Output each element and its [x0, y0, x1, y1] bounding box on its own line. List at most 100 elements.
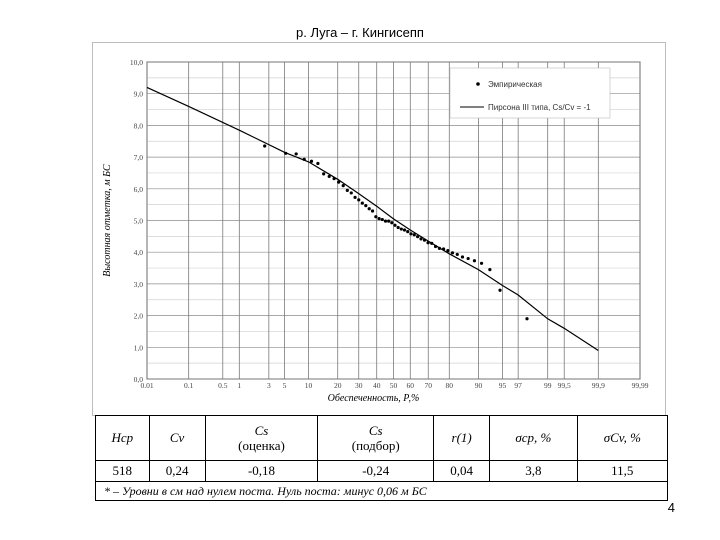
empirical-point	[263, 144, 267, 148]
y-tick-label: 0,0	[134, 375, 144, 384]
empirical-point	[402, 228, 407, 232]
x-tick-label: 3	[267, 381, 271, 390]
empirical-point	[309, 159, 314, 163]
value-sigma-cv: 11,5	[576, 460, 669, 482]
y-tick-label: 10,0	[130, 58, 143, 67]
header-cs-estimate: Cs (оценка)	[204, 415, 319, 461]
empirical-point	[383, 219, 388, 223]
y-tick-label: 3,0	[134, 280, 144, 289]
empirical-point	[498, 288, 502, 292]
x-tick-label: 99	[544, 381, 552, 390]
legend-box	[449, 67, 611, 119]
x-tick-label: 0.1	[184, 381, 194, 390]
y-axis-title: Высотная отметка, м БС	[102, 164, 113, 277]
header-cs-fit: Cs (подбор)	[317, 415, 435, 461]
y-tick-label: 5,0	[134, 217, 144, 226]
x-tick-label: 20	[334, 381, 342, 390]
empirical-point	[446, 249, 450, 253]
y-tick-label: 2,0	[134, 312, 144, 321]
x-tick-label: 90	[475, 381, 483, 390]
legend-label-curve: Пирсона III типа, Cs/Cv = -1	[488, 103, 591, 112]
header-cs-estimate-symbol: Cs	[254, 423, 269, 438]
x-tick-label: 60	[407, 381, 415, 390]
legend-marker-empirical	[476, 82, 480, 86]
chart-title: р. Луга – г. Кингисепп	[296, 25, 424, 40]
value-r1: 0,04	[433, 460, 491, 482]
x-tick-label: 99,5	[558, 381, 571, 390]
x-tick-label: 99,99	[632, 381, 649, 390]
x-tick-label: 70	[425, 381, 433, 390]
empirical-point	[525, 317, 529, 321]
empirical-point	[488, 268, 492, 272]
header-cs-fit-symbol: Cs	[368, 423, 383, 438]
value-cv: 0,24	[148, 460, 206, 482]
value-cs-fit: -0,24	[317, 460, 435, 482]
empirical-point	[390, 221, 394, 225]
header-sigma-h: σср, %	[489, 415, 578, 461]
empirical-point	[460, 255, 465, 259]
x-tick-label: 10	[305, 381, 313, 390]
empirical-point	[466, 256, 470, 261]
x-tick-label: 99,9	[592, 381, 605, 390]
empirical-point	[364, 204, 368, 208]
header-r1: r(1)	[433, 415, 491, 461]
x-tick-label: 97	[514, 381, 522, 390]
x-axis-title: Обеспеченность, Р,%	[328, 393, 420, 404]
empirical-point	[294, 152, 298, 156]
empirical-point	[357, 198, 361, 202]
empirical-point	[393, 223, 397, 227]
y-tick-label: 6,0	[134, 185, 144, 194]
x-tick-label: 80	[446, 381, 454, 390]
empirical-point	[380, 217, 384, 222]
empirical-point	[409, 232, 413, 236]
empirical-point	[345, 188, 349, 192]
x-tick-label: 95	[499, 381, 507, 390]
empirical-point	[377, 216, 381, 221]
empirical-point	[327, 174, 331, 179]
x-tick-label: 1	[237, 381, 241, 390]
empirical-point	[412, 233, 416, 237]
empirical-point	[450, 251, 455, 255]
fitted-curve-line	[146, 86, 599, 352]
empirical-point	[322, 172, 326, 176]
empirical-point	[337, 180, 341, 184]
value-h-sr: 518	[95, 460, 150, 482]
y-tick-label: 7,0	[134, 153, 144, 162]
empirical-point	[374, 215, 378, 219]
empirical-point	[399, 227, 403, 231]
y-tick-label: 8,0	[134, 121, 144, 130]
empirical-point	[367, 207, 371, 211]
y-tick-label: 1,0	[134, 343, 144, 352]
x-tick-label: 30	[355, 381, 363, 390]
header-cs-fit-note: (подбор)	[351, 438, 400, 453]
page-number: 4	[667, 500, 675, 515]
empirical-point	[360, 201, 364, 205]
empirical-point	[455, 252, 459, 257]
empirical-point	[396, 225, 400, 230]
value-sigma-h: 3,8	[489, 460, 578, 482]
y-tick-label: 4,0	[134, 248, 144, 257]
x-tick-label: 40	[373, 381, 381, 390]
empirical-point	[416, 235, 420, 239]
table-footnote: * – Уровни в см над нулем поста. Нуль по…	[95, 481, 668, 501]
empirical-point	[370, 209, 375, 213]
header-cs-estimate-note: (оценка)	[238, 438, 285, 453]
empirical-point	[472, 259, 477, 263]
x-tick-label: 50	[390, 381, 398, 390]
empirical-point	[406, 229, 410, 234]
empirical-point	[316, 161, 320, 166]
empirical-point	[349, 191, 353, 195]
x-tick-label: 5	[283, 381, 287, 390]
header-sigma-cv: σCv, %	[576, 415, 669, 461]
empirical-point	[341, 184, 345, 188]
legend-label-empirical: Эмпирическая	[488, 80, 542, 89]
empirical-point	[387, 219, 391, 223]
chart-plot: Эмпирическая Пирсона III типа, Cs/Cv = -1…	[102, 58, 649, 404]
empirical-point	[479, 261, 484, 265]
value-cs-estimate: -0,18	[204, 460, 319, 482]
empirical-point	[353, 195, 357, 199]
empirical-point	[419, 237, 423, 241]
x-tick-label: 0.01	[140, 381, 153, 390]
stats-table: Hср Cv Cs (оценка) Cs (подбор) r(1) σср,…	[95, 415, 669, 501]
x-tick-label: 0.5	[218, 381, 228, 390]
